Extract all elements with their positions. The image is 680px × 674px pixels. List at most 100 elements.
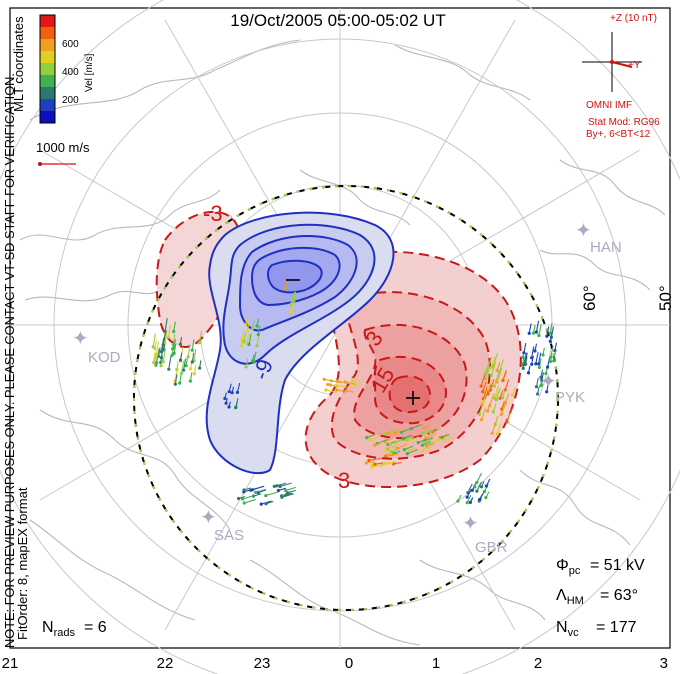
nvc-value: = 177 bbox=[596, 619, 637, 636]
velocity-scale-label: 1000 m/s bbox=[36, 140, 90, 155]
velocity-vector bbox=[156, 348, 160, 363]
mlt-label-3: 3 bbox=[660, 655, 668, 672]
velocity-vector bbox=[506, 408, 512, 423]
imf-y-label: +Y bbox=[628, 60, 641, 71]
velocity-vector bbox=[538, 352, 542, 365]
vector-origin bbox=[151, 361, 155, 365]
velocity-vector bbox=[179, 352, 183, 361]
velocity-vector bbox=[199, 330, 203, 343]
velocity-vector bbox=[236, 382, 241, 393]
velocity-vector bbox=[547, 357, 551, 368]
velocity-vector bbox=[253, 351, 257, 363]
velocity-vector bbox=[491, 419, 498, 434]
velocity-vector bbox=[385, 444, 398, 451]
velocity-vector bbox=[164, 331, 168, 344]
phi-symbol: Φ bbox=[556, 557, 569, 574]
velocity-vector bbox=[485, 491, 490, 498]
color-bar-segment bbox=[40, 51, 55, 64]
color-bar-segment bbox=[40, 75, 55, 88]
velocity-vector bbox=[387, 430, 395, 434]
velocity-vector bbox=[394, 429, 404, 434]
velocity-vector bbox=[481, 481, 485, 488]
velocity-vector bbox=[406, 436, 415, 441]
velocity-vector bbox=[173, 339, 177, 349]
velocity-vector bbox=[187, 344, 191, 357]
velocity-vector bbox=[504, 393, 510, 404]
velocity-vector bbox=[474, 480, 478, 487]
station-marker-kod: ✦ bbox=[72, 328, 89, 350]
velocity-vector bbox=[502, 370, 507, 381]
velocity-vector bbox=[550, 345, 554, 358]
velocity-vector bbox=[274, 483, 281, 487]
vector-origin bbox=[244, 323, 248, 327]
heppner-maynard-boundary-overlay bbox=[133, 185, 559, 611]
nrads-symbol: N bbox=[42, 619, 54, 636]
mlt-label-0: 0 bbox=[345, 655, 353, 672]
nrads-subscript: rads bbox=[54, 627, 76, 639]
stat-radar-count: Nrads = 6 bbox=[42, 619, 107, 639]
imf-conditions: By+, 6<BT<12 bbox=[586, 129, 651, 140]
velocity-vector bbox=[265, 500, 274, 505]
velocity-vector bbox=[424, 436, 433, 442]
vector-origin bbox=[178, 381, 182, 385]
velocity-vector bbox=[371, 464, 384, 468]
velocity-vector bbox=[385, 437, 394, 443]
color-bar-frame bbox=[39, 14, 56, 124]
velocity-vector bbox=[489, 378, 495, 391]
velocity-vector bbox=[393, 450, 401, 454]
velocity-vector bbox=[323, 378, 331, 382]
velocity-vector bbox=[284, 280, 288, 288]
vector-origin bbox=[161, 360, 165, 364]
color-bar-segment bbox=[40, 27, 55, 40]
vector-origin bbox=[234, 406, 238, 410]
preview-watermark: NOTE: FOR PREVIEW PURPOSES ONLY. PLEASE … bbox=[2, 73, 17, 648]
velocity-vector bbox=[228, 401, 231, 408]
vector-origin bbox=[151, 345, 155, 349]
velocity-vector bbox=[489, 393, 495, 406]
velocity-vector bbox=[532, 324, 536, 334]
velocity-vector bbox=[279, 482, 292, 488]
velocity-vector bbox=[482, 387, 489, 402]
velocity-vector bbox=[466, 488, 472, 498]
velocity-vector bbox=[281, 493, 294, 498]
velocity-scale-vector bbox=[38, 162, 76, 166]
imf-source: OMNI IMF bbox=[586, 100, 632, 111]
velocity-vector bbox=[167, 324, 171, 338]
velocity-vector bbox=[238, 495, 246, 500]
potential-maximum-marker bbox=[406, 391, 420, 405]
velocity-vector bbox=[422, 441, 432, 446]
velocity-vector bbox=[225, 398, 228, 404]
velocity-vector bbox=[290, 302, 294, 314]
velocity-vector bbox=[417, 438, 427, 444]
velocity-vector bbox=[426, 442, 435, 447]
velocity-vector bbox=[278, 487, 287, 492]
mlt-label-2: 2 bbox=[534, 655, 542, 672]
velocity-vector bbox=[404, 445, 414, 451]
velocity-vector bbox=[538, 358, 542, 368]
vector-origin bbox=[172, 329, 176, 334]
velocity-vector bbox=[245, 313, 249, 325]
velocity-vector bbox=[534, 343, 538, 352]
velocity-vector bbox=[224, 392, 227, 399]
velocity-vector bbox=[374, 462, 384, 465]
velocity-vector bbox=[527, 365, 531, 374]
velocity-vector bbox=[228, 383, 232, 392]
velocity-vector bbox=[387, 453, 399, 456]
velocity-vector bbox=[425, 433, 437, 439]
station-label-gbr: GBR bbox=[475, 539, 508, 556]
color-bar-segment bbox=[40, 39, 55, 52]
velocity-vector bbox=[352, 378, 361, 382]
velocity-vector bbox=[253, 493, 262, 497]
velocity-vector bbox=[189, 372, 193, 382]
svg-text:Nrads: Nrads bbox=[42, 619, 75, 639]
velocity-vector bbox=[154, 340, 157, 349]
velocity-vector bbox=[292, 291, 296, 299]
velocity-vector bbox=[173, 321, 176, 332]
velocity-vector bbox=[537, 386, 540, 395]
velocity-vector bbox=[496, 423, 502, 434]
velocity-vector bbox=[242, 495, 255, 500]
velocity-vector bbox=[345, 390, 354, 393]
velocity-vector bbox=[155, 341, 160, 356]
velocity-vector bbox=[390, 447, 401, 453]
station-marker-sas: ✦ bbox=[200, 507, 217, 529]
